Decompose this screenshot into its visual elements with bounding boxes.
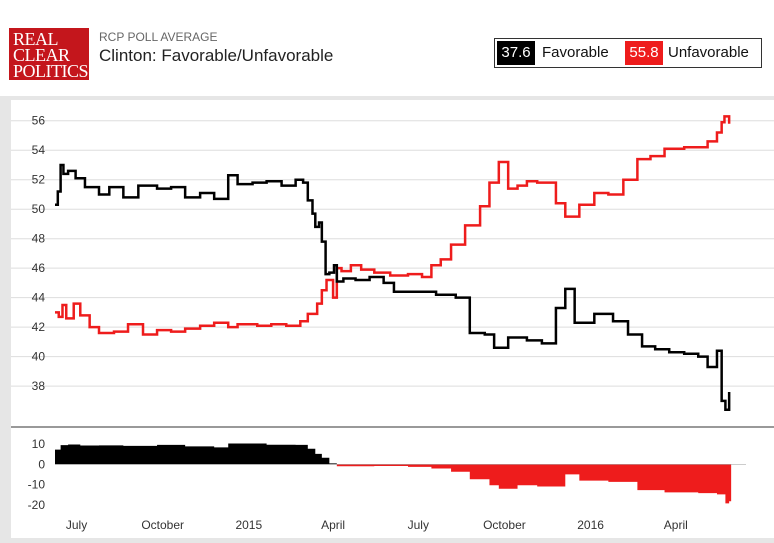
- chart-title: Clinton: Favorable/Unfavorable: [99, 46, 334, 65]
- y-tick-label: 48: [32, 232, 46, 246]
- chart-panel: 38 40 42 44 46 48 50 52 54 56 10 0 -10 -20 July October…: [11, 100, 774, 538]
- logo-line-3: POLITICS: [13, 61, 89, 81]
- x-tick-label: October: [141, 518, 184, 532]
- y-tick-label: 50: [32, 202, 46, 216]
- spread-tick-label: 0: [38, 457, 45, 471]
- spread-tick-label: 10: [32, 437, 46, 451]
- y-tick-label: 44: [32, 291, 46, 305]
- legend-label-unfavorable: Unfavorable: [668, 44, 749, 61]
- logo-line-2: CLEAR: [13, 45, 70, 65]
- y-tick-label: 40: [32, 350, 46, 364]
- chart-header: REAL CLEAR POLITICS RCP POLL AVERAGE Cli…: [0, 0, 774, 96]
- y-tick-label: 56: [32, 114, 46, 128]
- x-tick-label: October: [483, 518, 526, 532]
- y-tick-label: 52: [32, 173, 46, 187]
- x-tick-label: April: [321, 518, 345, 532]
- chart-subtitle: RCP POLL AVERAGE: [99, 30, 218, 44]
- spread-tick-label: -20: [28, 498, 46, 512]
- x-tick-label: 2015: [235, 518, 262, 532]
- logo-line-1: REAL: [13, 29, 59, 49]
- y-tick-label: 46: [32, 261, 46, 275]
- chart-svg: 38 40 42 44 46 48 50 52 54 56 10 0 -10 -20 July October…: [11, 114, 774, 532]
- spread-tick-label: -10: [28, 478, 46, 492]
- legend-item-favorable[interactable]: 37.6 Favorable: [495, 39, 625, 67]
- x-tick-label: 2016: [577, 518, 604, 532]
- legend-value-favorable: 37.6: [497, 41, 535, 65]
- rcp-logo: REAL CLEAR POLITICS: [9, 28, 89, 80]
- chart-legend: 37.6 Favorable 55.8 Unfavorable: [494, 38, 762, 68]
- x-tick-label: April: [664, 518, 688, 532]
- y-tick-label: 42: [32, 320, 46, 334]
- series-line-unfavorable: [55, 115, 731, 336]
- series-line-favorable: [55, 163, 731, 411]
- y-tick-label: 38: [32, 379, 46, 393]
- x-tick-label: July: [408, 518, 429, 532]
- spread-negative-area: [336, 464, 732, 504]
- x-tick-label: July: [66, 518, 87, 532]
- legend-value-unfavorable: 55.8: [625, 41, 663, 65]
- legend-item-unfavorable[interactable]: 55.8 Unfavorable: [623, 39, 761, 67]
- spread-positive-area: [55, 443, 337, 465]
- y-tick-label: 54: [32, 143, 46, 157]
- legend-label-favorable: Favorable: [542, 44, 609, 61]
